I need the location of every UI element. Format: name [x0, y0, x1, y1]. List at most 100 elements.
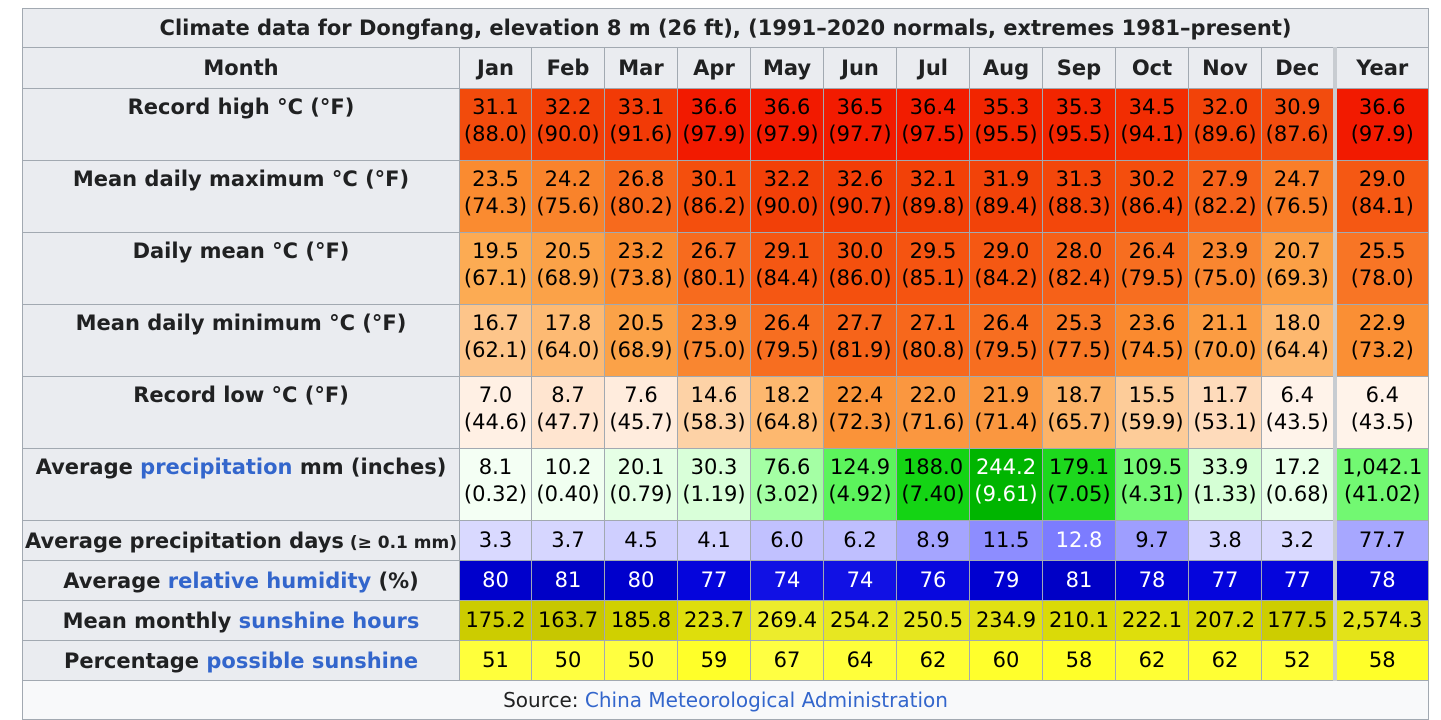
secondary-value: (58.3)	[682, 410, 746, 434]
month-value-cell: 22.0 (71.6)	[896, 376, 970, 449]
month-value-cell: 26.8 (80.2)	[604, 160, 678, 233]
secondary-value: (90.0)	[536, 122, 600, 146]
month-value-cell: 77	[1188, 560, 1262, 601]
row-label-link[interactable]: possible sunshine	[206, 648, 419, 673]
secondary-value: (76.5)	[1265, 194, 1329, 218]
celsius-value: 8.7	[551, 383, 585, 407]
table-row: Record low °C (°F) 7.0 (44.6) 8.7 (47.7) 7.6 (…	[22, 376, 1430, 449]
month-value-cell: 36.4 (97.5)	[896, 88, 970, 161]
table-row-precip-days: Average precipitation days (≥ 0.1 mm) 3.3…	[22, 520, 1430, 561]
year-value-cell: 2,574.3	[1332, 600, 1430, 641]
month-value-cell: 21.9 (71.4)	[969, 376, 1043, 449]
celsius-value: 32.2	[544, 95, 592, 119]
month-value-cell: 35.3 (95.5)	[1042, 88, 1116, 161]
month-value-cell: 30.9 (87.6)	[1261, 88, 1335, 161]
month-value-cell: 36.6 (97.9)	[750, 88, 824, 161]
celsius-value: 30.9	[1273, 95, 1321, 119]
celsius-value: 6.4	[1280, 383, 1314, 407]
month-value-cell: 33.1 (91.6)	[604, 88, 678, 161]
month-value-cell: 28.0 (82.4)	[1042, 232, 1116, 305]
celsius-value: 30.2	[1128, 167, 1176, 191]
month-value-cell: 30.3 (1.19)	[677, 448, 751, 521]
month-value-cell: 3.3	[459, 520, 532, 561]
celsius-value: 35.3	[1055, 95, 1103, 119]
secondary-value: (71.4)	[974, 410, 1038, 434]
source-link[interactable]: China Meteorological Administration	[584, 688, 948, 712]
secondary-value: (62.1)	[463, 338, 528, 362]
secondary-value: (84.2)	[974, 266, 1038, 290]
month-header-apr: Apr	[677, 47, 751, 89]
secondary-value: (79.5)	[755, 338, 819, 362]
source-label: Source:	[503, 688, 585, 712]
month-value-cell: 32.1 (89.8)	[896, 160, 970, 233]
month-value-cell: 3.2	[1261, 520, 1335, 561]
month-value-cell: 51	[459, 640, 532, 681]
table-row-possible-sunshine: Percentage possible sunshine 51 50 50 59 67 64…	[22, 640, 1430, 681]
celsius-value: 18.2	[763, 383, 811, 407]
celsius-value: 18.7	[1055, 383, 1103, 407]
celsius-value: 22.4	[836, 383, 884, 407]
celsius-value: 22.0	[909, 383, 957, 407]
month-header-oct: Oct	[1115, 47, 1189, 89]
row-label-suffix: (%)	[371, 568, 419, 593]
secondary-value: (72.3)	[828, 410, 892, 434]
row-label-link[interactable]: precipitation	[140, 455, 293, 479]
month-value-cell: 19.5 (67.1)	[459, 232, 532, 305]
celsius-value: 23.5	[472, 167, 519, 191]
row-label-text: Daily mean °C (°F)	[132, 239, 350, 263]
celsius-value: 179.1	[1048, 455, 1110, 479]
secondary-value: (9.61)	[974, 482, 1038, 506]
row-label-link[interactable]: sunshine hours	[238, 608, 420, 633]
month-value-cell: 74	[823, 560, 897, 601]
month-value-cell: 77	[1261, 560, 1335, 601]
month-value-cell: 8.1 (0.32)	[459, 448, 532, 521]
month-value-cell: 32.2 (90.0)	[750, 160, 824, 233]
month-value-cell: 29.1 (84.4)	[750, 232, 824, 305]
celsius-value: 26.4	[763, 311, 811, 335]
month-value-cell: 250.5	[896, 600, 970, 641]
secondary-value: (87.6)	[1265, 122, 1329, 146]
month-value-cell: 4.1	[677, 520, 751, 561]
celsius-value: 7.6	[624, 383, 658, 407]
secondary-value: (73.2)	[1350, 338, 1414, 362]
celsius-value: 10.2	[544, 455, 592, 479]
month-value-cell: 10.2 (0.40)	[531, 448, 605, 521]
month-value-cell: 207.2	[1188, 600, 1262, 641]
month-value-cell: 8.9	[896, 520, 970, 561]
celsius-value: 20.5	[544, 239, 592, 263]
month-header-jan: Jan	[459, 47, 532, 89]
celsius-value: 30.0	[836, 239, 884, 263]
table-row: Daily mean °C (°F) 19.5 (67.1) 20.5 (68.9) 23…	[22, 232, 1430, 305]
celsius-value: 31.3	[1055, 167, 1103, 191]
secondary-value: (86.0)	[828, 266, 892, 290]
secondary-value: (86.2)	[682, 194, 746, 218]
secondary-value: (7.40)	[901, 482, 965, 506]
secondary-value: (91.6)	[609, 122, 673, 146]
celsius-value: 76.6	[763, 455, 811, 479]
month-value-cell: 31.9 (89.4)	[969, 160, 1043, 233]
secondary-value: (95.5)	[1047, 122, 1111, 146]
month-value-cell: 58	[1042, 640, 1116, 681]
secondary-value: (68.9)	[609, 338, 673, 362]
year-value-cell: 36.6 (97.9)	[1332, 88, 1430, 161]
celsius-value: 188.0	[902, 455, 964, 479]
celsius-value: 36.4	[909, 95, 957, 119]
month-value-cell: 31.1 (88.0)	[459, 88, 532, 161]
celsius-value: 244.2	[975, 455, 1037, 479]
secondary-value: (0.40)	[536, 482, 600, 506]
celsius-value: 25.5	[1358, 239, 1406, 263]
month-value-cell: 77	[677, 560, 751, 601]
row-label: Mean monthly sunshine hours	[22, 600, 460, 641]
month-value-cell: 16.7 (62.1)	[459, 304, 532, 377]
secondary-value: (0.79)	[609, 482, 673, 506]
row-label: Percentage possible sunshine	[22, 640, 460, 681]
month-value-cell: 25.3 (77.5)	[1042, 304, 1116, 377]
table-row: Record high °C (°F) 31.1 (88.0) 32.2 (90.0) 3…	[22, 88, 1430, 161]
celsius-value: 7.0	[478, 383, 513, 407]
secondary-value: (1.33)	[1193, 482, 1257, 506]
row-label-text: Mean daily maximum °C (°F)	[72, 167, 410, 191]
month-value-cell: 23.9 (75.0)	[677, 304, 751, 377]
secondary-value: (75.0)	[1193, 266, 1257, 290]
row-label-link[interactable]: relative humidity	[167, 568, 372, 593]
celsius-value: 32.1	[909, 167, 957, 191]
